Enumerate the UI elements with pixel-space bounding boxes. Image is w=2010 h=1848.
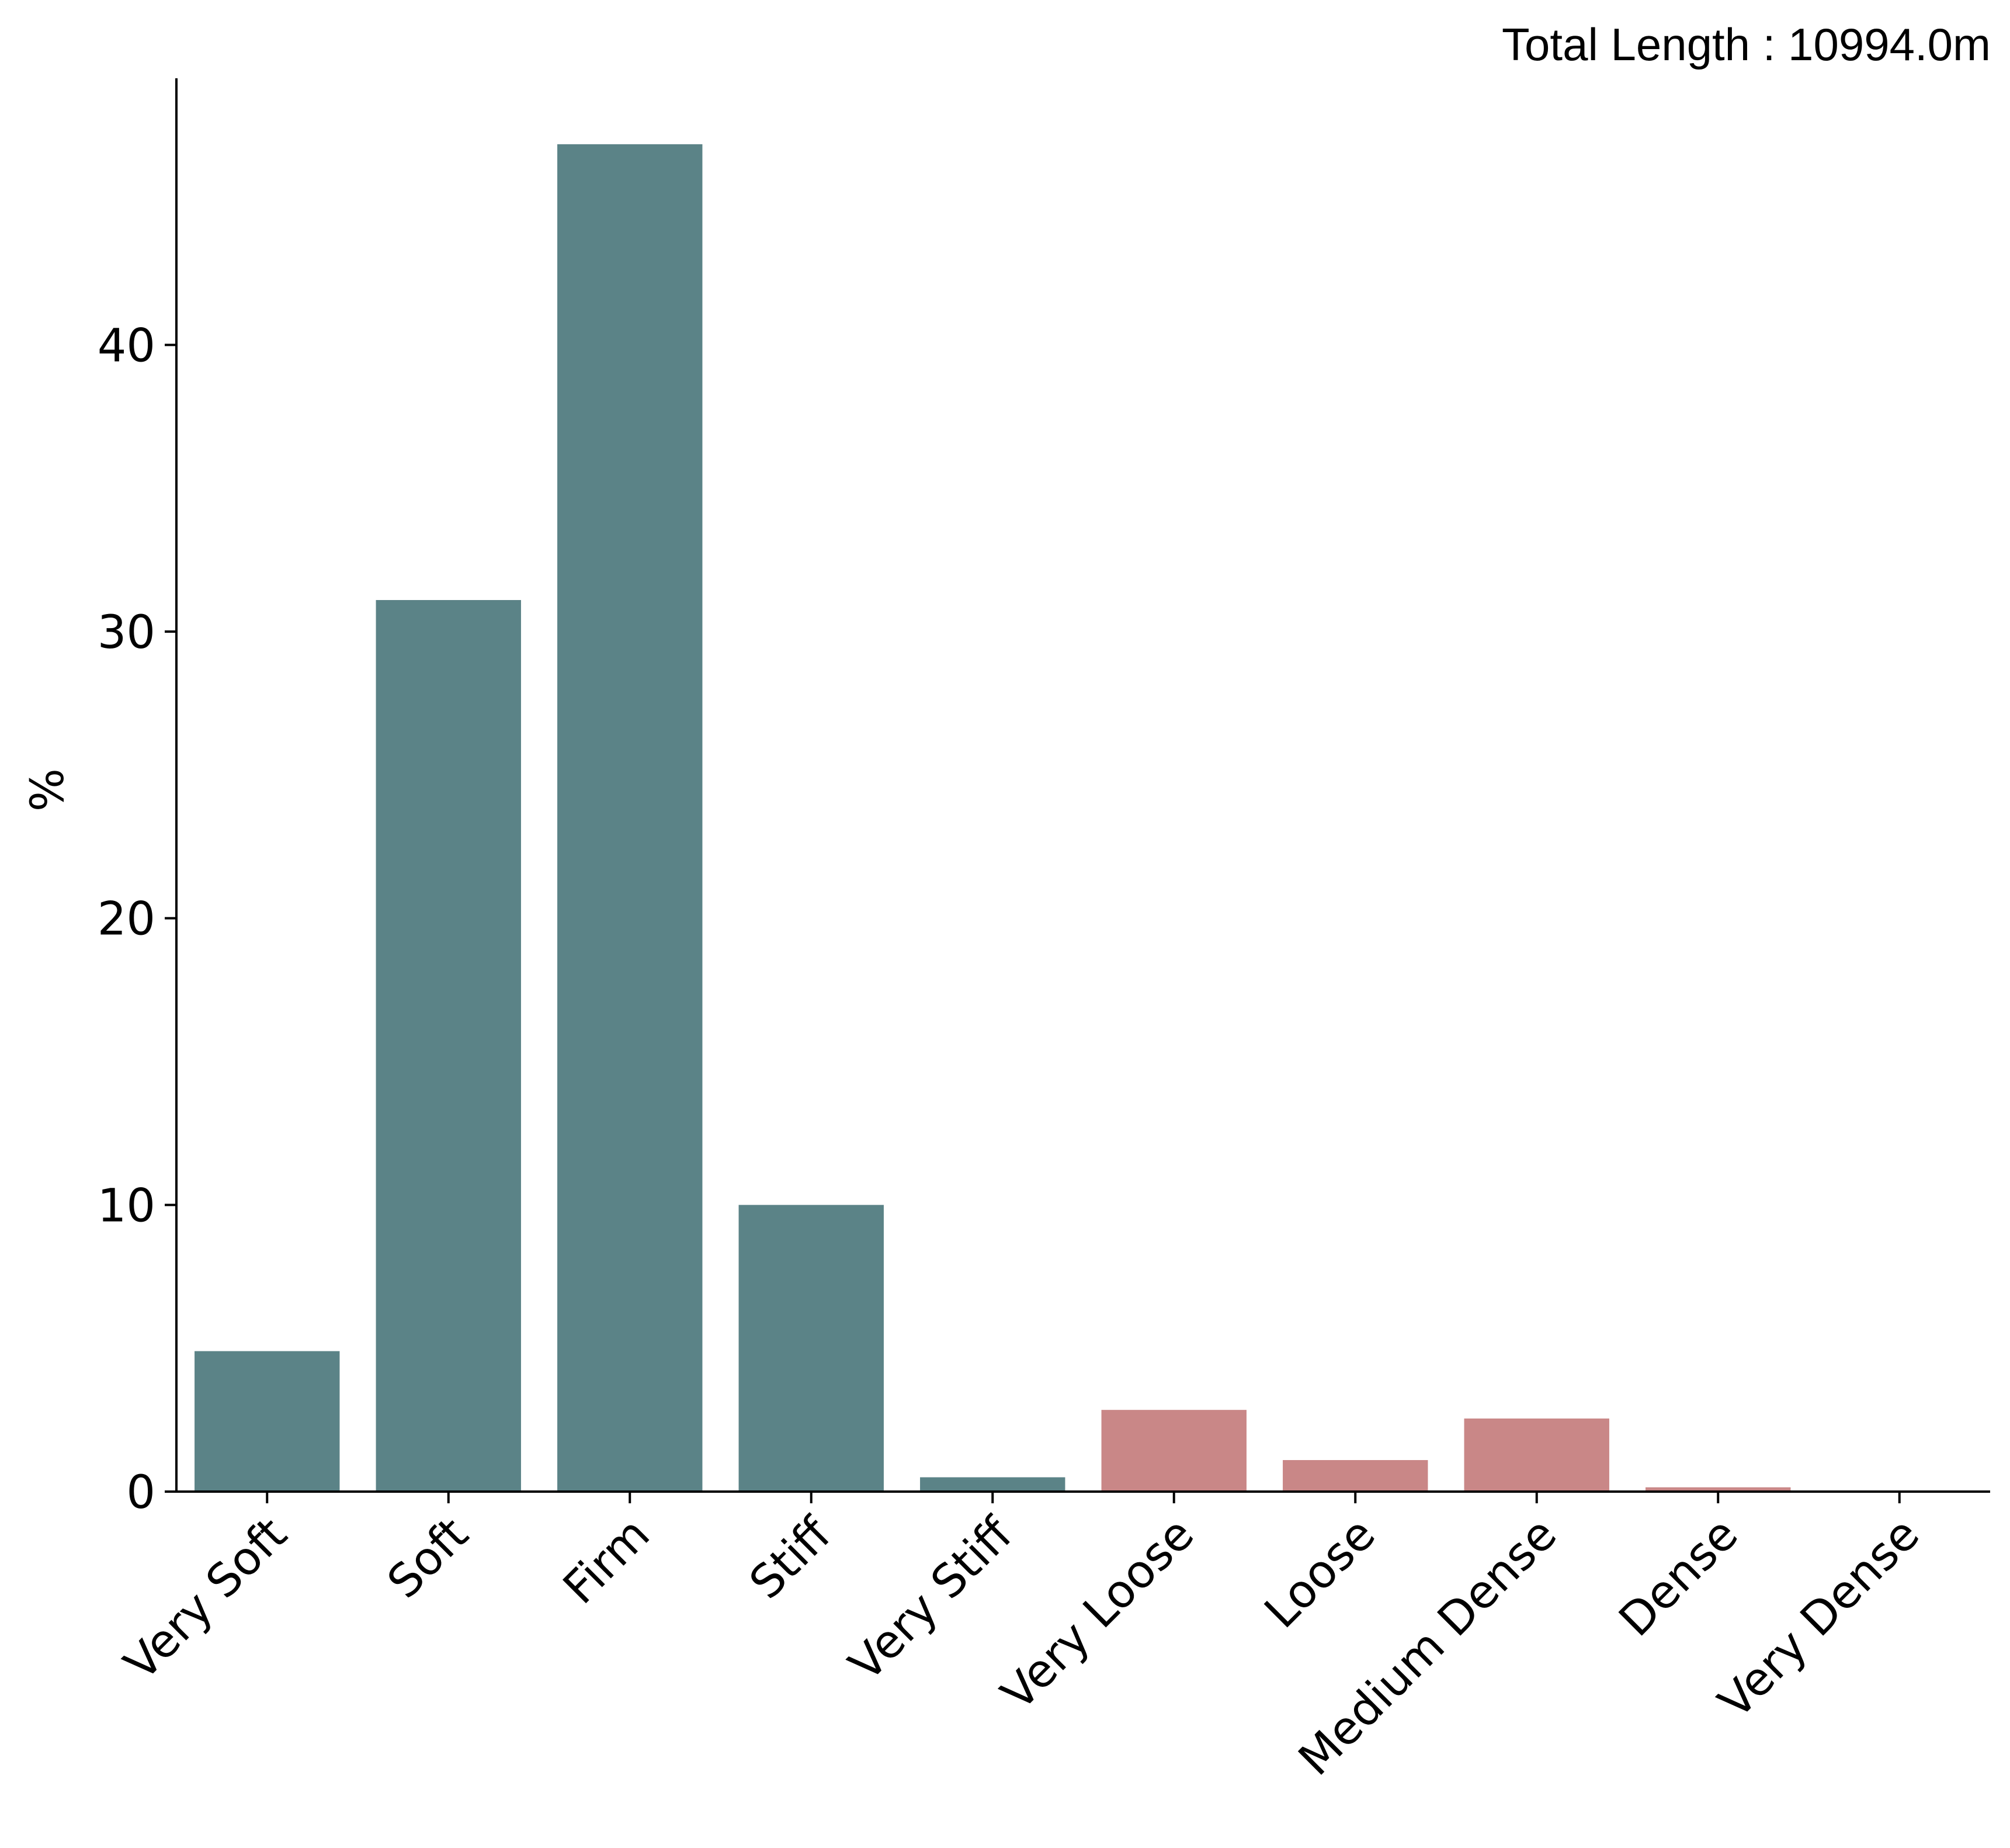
bar-medium-dense (1464, 1418, 1609, 1492)
y-tick-label: 20 (98, 893, 155, 946)
x-tick-label: Soft (378, 1508, 478, 1608)
y-axis-label: % (22, 768, 74, 812)
x-tick-label: Firm (554, 1508, 660, 1614)
bar-loose (1283, 1460, 1428, 1492)
x-tick-label: Very Stiff (839, 1507, 1023, 1691)
y-tick-label: 10 (98, 1180, 155, 1232)
y-ticks-group: 0 10 20 30 40 (98, 320, 176, 1519)
bar-stiff (738, 1205, 884, 1492)
bar-very-soft (195, 1351, 340, 1492)
x-tick-label: Loose (1255, 1508, 1386, 1639)
y-tick-label: 30 (98, 606, 155, 659)
bars-group (195, 144, 1791, 1492)
bar-firm (557, 144, 703, 1492)
y-tick-label: 0 (126, 1466, 155, 1519)
total-length-annotation: Total Length : 10994.0m (1502, 19, 1991, 70)
bar-soft (376, 600, 521, 1492)
x-tick-label: Stiff (740, 1507, 842, 1609)
x-tick-label: Very Loose (991, 1508, 1204, 1721)
bar-dense (1646, 1487, 1791, 1492)
x-tick-label: Very Soft (114, 1508, 297, 1691)
bar-very-stiff (920, 1477, 1065, 1492)
y-tick-label: 40 (98, 320, 155, 372)
x-tick-label: Dense (1609, 1508, 1748, 1647)
bar-very-loose (1101, 1410, 1247, 1492)
